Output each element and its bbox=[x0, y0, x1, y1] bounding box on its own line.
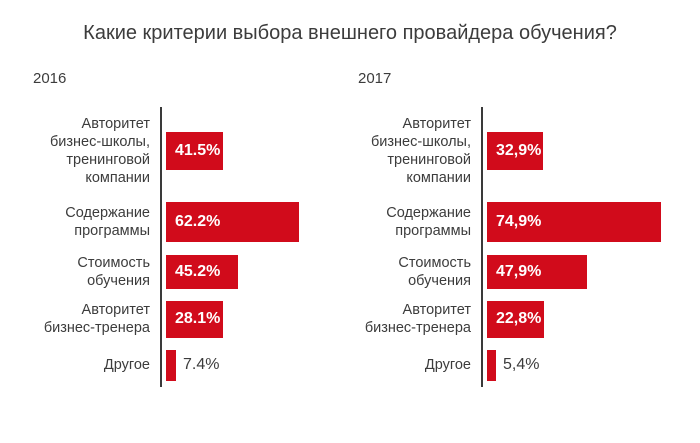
bar: 41.5% bbox=[166, 132, 223, 170]
year-label-2016: 2016 bbox=[33, 70, 67, 87]
bar-area: 7.4% bbox=[160, 343, 340, 387]
value-label: 32,9% bbox=[496, 142, 542, 159]
bar: 74,9% bbox=[487, 202, 661, 242]
category-label-line: Авторитет bbox=[81, 302, 150, 318]
value-label: 74,9% bbox=[496, 213, 542, 230]
charts-container: 2016 Авторитет бизнес-школы, тренинговой ко… bbox=[0, 70, 700, 387]
category-label: Другое bbox=[355, 343, 481, 387]
value-label: 62.2% bbox=[175, 213, 221, 230]
category-label: Авторитет бизнес-школы, тренинговой компани… bbox=[30, 107, 160, 195]
bar: 47,9% bbox=[487, 255, 587, 289]
bar-area: 22,8% bbox=[481, 295, 700, 343]
infographic: Какие критерии выбора внешнего провайдер… bbox=[0, 20, 700, 387]
bar-chart-2017: Авторитет бизнес-школы, тренинговой компани… bbox=[355, 107, 700, 387]
category-label-line: программы bbox=[74, 223, 150, 239]
chart-column-2017: 2017 Авторитет бизнес-школы, тренинговой ко… bbox=[355, 70, 700, 387]
bar-chart-2016: Авторитет бизнес-школы, тренинговой компани… bbox=[30, 107, 340, 387]
bar-row: Авторитет бизнес-тренера 22,8% bbox=[355, 295, 700, 343]
value-label: 45.2% bbox=[175, 263, 221, 280]
bar-row: Стоимость обучения 45.2% bbox=[30, 249, 340, 295]
year-label-2017: 2017 bbox=[358, 70, 392, 87]
category-label-line: Другое bbox=[424, 357, 471, 373]
category-label-line: Авторитет bbox=[402, 302, 471, 318]
bar-area: 41.5% bbox=[160, 107, 340, 195]
value-label: 22,8% bbox=[496, 310, 542, 327]
category-label-line: обучения bbox=[87, 273, 150, 289]
category-label: Содержание программы bbox=[30, 195, 160, 249]
bar-area: 74,9% bbox=[481, 195, 700, 249]
bar-row: Стоимость обучения 47,9% bbox=[355, 249, 700, 295]
category-label-line: компании bbox=[406, 170, 471, 186]
category-label-line: бизнес-школы, bbox=[371, 134, 471, 150]
bar: 62.2% bbox=[166, 202, 299, 242]
category-label: Авторитет бизнес-школы, тренинговой компани… bbox=[355, 107, 481, 195]
bar: 22,8% bbox=[487, 300, 544, 338]
bar-area: 28.1% bbox=[160, 295, 340, 343]
bar bbox=[487, 349, 496, 381]
bar-area: 5,4% bbox=[481, 343, 700, 387]
category-label-line: Стоимость bbox=[77, 255, 150, 271]
category-label: Стоимость обучения bbox=[355, 249, 481, 295]
category-label: Содержание программы bbox=[355, 195, 481, 249]
category-label: Стоимость обучения bbox=[30, 249, 160, 295]
category-label-line: тренинговой bbox=[66, 152, 150, 168]
category-label-line: бизнес-тренера bbox=[43, 320, 150, 336]
category-label-line: обучения bbox=[408, 273, 471, 289]
value-label: 28.1% bbox=[175, 310, 221, 327]
category-label-line: бизнес-тренера bbox=[364, 320, 471, 336]
bar-area: 45.2% bbox=[160, 249, 340, 295]
bar-area: 47,9% bbox=[481, 249, 700, 295]
category-label-line: программы bbox=[395, 223, 471, 239]
value-label: 5,4% bbox=[503, 356, 540, 373]
bar-row: Авторитет бизнес-тренера 28.1% bbox=[30, 295, 340, 343]
bar: 28.1% bbox=[166, 300, 223, 338]
bar-row: Другое 5,4% bbox=[355, 343, 700, 387]
bar-row: Авторитет бизнес-школы, тренинговой компани… bbox=[355, 107, 700, 195]
category-label: Другое bbox=[30, 343, 160, 387]
category-label-line: Стоимость bbox=[398, 255, 471, 271]
bar-area: 62.2% bbox=[160, 195, 340, 249]
category-label-line: Содержание bbox=[386, 205, 471, 221]
bar-row: Содержание программы 74,9% bbox=[355, 195, 700, 249]
category-label-line: Авторитет bbox=[402, 116, 471, 132]
chart-title: Какие критерии выбора внешнего провайдер… bbox=[83, 22, 617, 44]
category-label-line: компании bbox=[85, 170, 150, 186]
bar: 45.2% bbox=[166, 255, 238, 289]
category-label-line: Другое bbox=[103, 357, 150, 373]
value-label: 7.4% bbox=[183, 356, 220, 373]
bar: 32,9% bbox=[487, 132, 543, 170]
value-label: 47,9% bbox=[496, 263, 542, 280]
category-label-line: Авторитет bbox=[81, 116, 150, 132]
bar-row: Другое 7.4% bbox=[30, 343, 340, 387]
category-label-line: бизнес-школы, bbox=[50, 134, 150, 150]
category-label-line: Содержание bbox=[65, 205, 150, 221]
category-label: Авторитет бизнес-тренера bbox=[30, 295, 160, 343]
category-label: Авторитет бизнес-тренера bbox=[355, 295, 481, 343]
bar-row: Авторитет бизнес-школы, тренинговой компани… bbox=[30, 107, 340, 195]
value-label: 41.5% bbox=[175, 142, 221, 159]
bar-area: 32,9% bbox=[481, 107, 700, 195]
category-label-line: тренинговой bbox=[387, 152, 471, 168]
bar bbox=[166, 349, 176, 381]
bar-row: Содержание программы 62.2% bbox=[30, 195, 340, 249]
chart-column-2016: 2016 Авторитет бизнес-школы, тренинговой ко… bbox=[30, 70, 340, 387]
